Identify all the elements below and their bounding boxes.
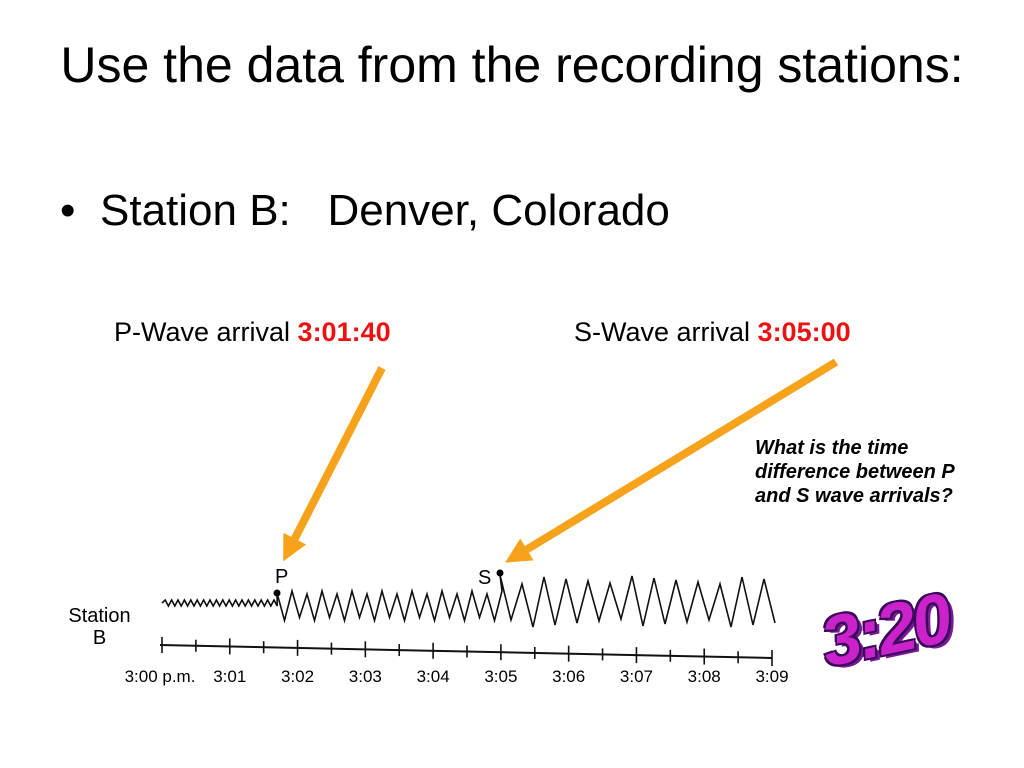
station-bullet: • Station B: Denver, Colorado	[60, 183, 670, 239]
time-axis	[159, 644, 773, 659]
s-wave-time: 3:05:00	[757, 317, 851, 347]
bullet-marker: •	[60, 186, 76, 235]
tick-label: 3:02	[281, 667, 315, 686]
tick-label: 3:06	[552, 667, 586, 686]
s-marker-label: S	[478, 567, 491, 589]
p-wave-time: 3:01:40	[297, 317, 391, 347]
station-label-line2: B	[92, 627, 107, 649]
station-label: Station B	[62, 605, 137, 649]
station-label-line1: Station	[68, 605, 131, 627]
tick-label: 3:08	[687, 667, 721, 686]
p-wave-arrow	[283, 366, 386, 562]
p-wave-arrival: P-Wave arrival 3:01:40	[114, 314, 391, 350]
s-wave-label: S-Wave arrival	[574, 317, 751, 347]
s-wave-arrow	[505, 358, 839, 563]
tick-label: 3:05	[484, 667, 518, 686]
tick-label: 3:04	[416, 667, 450, 686]
tick-label: 3:07	[619, 667, 653, 686]
s-marker-dot	[496, 569, 504, 577]
p-wave-label: P-Wave arrival	[114, 317, 291, 347]
tick-label: 3:01	[213, 667, 247, 686]
time-axis-ticks	[161, 637, 773, 666]
p-marker-dot	[273, 589, 281, 597]
tick-label: 3:03	[348, 667, 382, 686]
s-wave-arrival: S-Wave arrival 3:05:00	[574, 314, 851, 350]
bullet-text: Station B: Denver, Colorado	[100, 186, 670, 235]
slide-title: Use the data from the recording stations…	[60, 37, 964, 93]
tick-label: 3:00 p.m.	[124, 667, 196, 686]
p-marker-label: P	[275, 566, 288, 588]
question-text: What is the time difference between P an…	[755, 437, 954, 507]
seismogram-trace	[161, 574, 776, 628]
tick-label: 3:09	[755, 667, 789, 686]
